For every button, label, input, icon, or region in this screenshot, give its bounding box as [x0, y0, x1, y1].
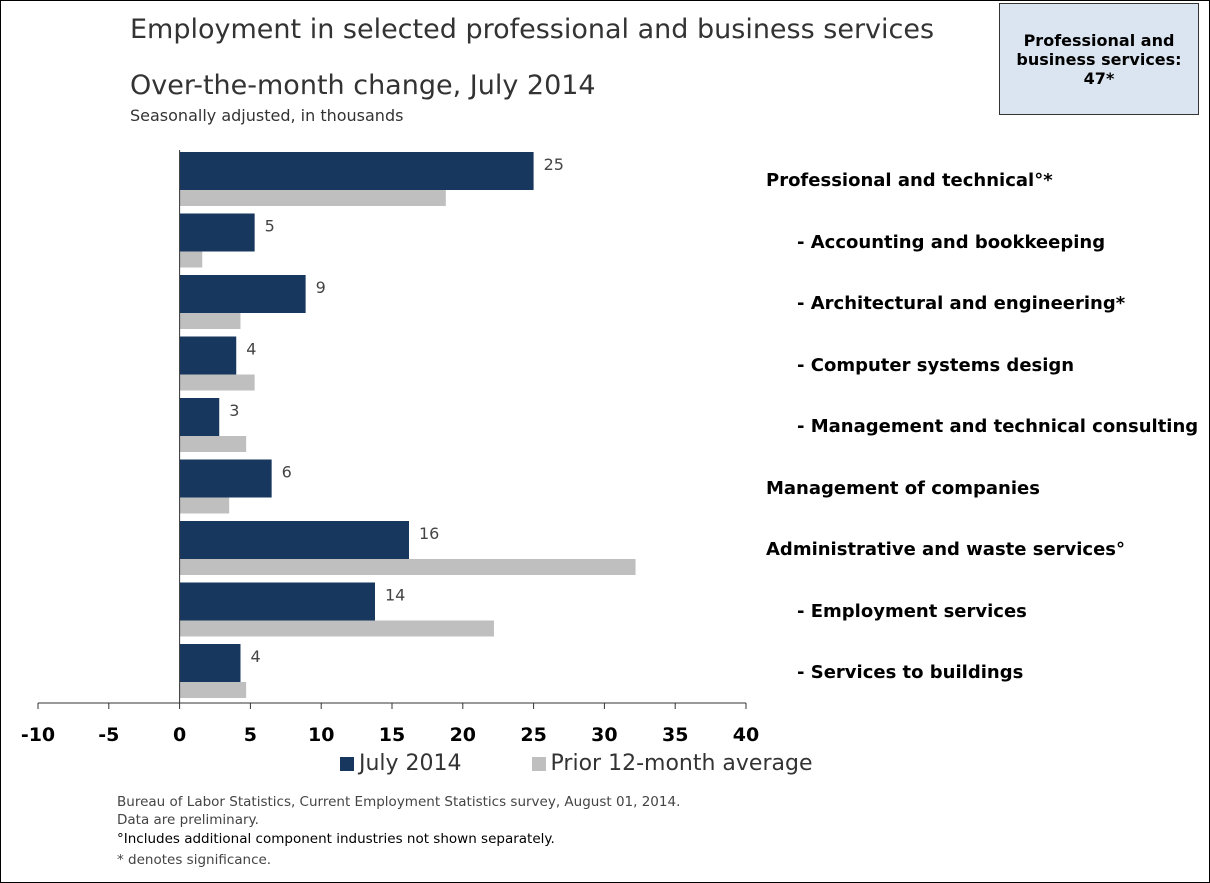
- legend-swatch-july: [340, 756, 354, 771]
- data-label-july-9: 4: [250, 647, 260, 666]
- chart-units-note: Seasonally adjusted, in thousands: [130, 106, 404, 125]
- bar-prior-4: [179, 374, 255, 391]
- data-label-july-2: 5: [265, 217, 275, 236]
- footnote-preliminary: Data are preliminary.: [117, 812, 259, 828]
- data-label-july-6: 6: [282, 463, 292, 482]
- legend-swatch-prior: [531, 756, 546, 771]
- bar-prior-6: [179, 497, 230, 514]
- legend-item-prior: Prior 12-month average: [531, 751, 813, 776]
- bar-july-3: [179, 275, 306, 313]
- bar-july-8: [179, 582, 376, 621]
- data-label-july-8: 14: [385, 586, 405, 605]
- bar-prior-5: [179, 436, 247, 452]
- category-label-7: Administrative and waste services°: [766, 539, 1126, 560]
- footnote-significance: * denotes significance.: [117, 852, 272, 868]
- x-tick-label-4: 5: [244, 724, 257, 746]
- data-label-july-4: 4: [246, 340, 256, 359]
- bar-july-7: [179, 521, 409, 559]
- bar-july-9: [179, 644, 241, 682]
- legend-label-prior: Prior 12-month average: [550, 751, 813, 776]
- bar-july-4: [179, 336, 237, 375]
- legend-item-july: July 2014: [340, 751, 462, 776]
- bar-prior-2: [179, 251, 203, 268]
- bar-prior-9: [179, 682, 247, 698]
- data-label-july-7: 16: [419, 524, 439, 543]
- category-label-5: - Management and technical consulting: [797, 416, 1199, 437]
- legend-label-july: July 2014: [359, 751, 462, 776]
- bar-prior-1: [179, 190, 446, 206]
- category-label-9: - Services to buildings: [797, 662, 1024, 683]
- legend: July 2014 Prior 12-month average: [340, 751, 882, 776]
- x-tick-label-8: 25: [520, 724, 546, 746]
- data-label-july-3: 9: [316, 278, 326, 297]
- bar-july-1: [179, 152, 534, 190]
- x-tick-label-7: 20: [450, 724, 476, 746]
- footnote-components: °Includes additional component industrie…: [117, 831, 555, 847]
- data-label-july-5: 3: [229, 401, 239, 420]
- category-label-2: - Accounting and bookkeeping: [797, 231, 1106, 253]
- category-label-3: - Architectural and engineering*: [797, 293, 1126, 314]
- bar-july-6: [179, 459, 272, 498]
- total-callout-text: Professional and business services: 47*: [1016, 30, 1182, 88]
- x-tick-label-2: -5: [98, 724, 119, 746]
- category-label-1: Professional and technical°*: [766, 170, 1053, 191]
- bar-july-2: [179, 213, 255, 252]
- chart-subtitle: Over-the-month change, July 2014: [130, 70, 596, 101]
- x-tick-label-9: 30: [591, 724, 617, 746]
- x-tick-label-11: 40: [733, 724, 759, 746]
- category-label-8: - Employment services: [797, 600, 1027, 622]
- total-callout: Professional and business services: 47*: [999, 3, 1199, 115]
- bar-prior-3: [179, 313, 241, 329]
- x-tick-label-6: 15: [379, 724, 405, 746]
- x-tick-label-3: 0: [173, 724, 186, 746]
- bar-prior-8: [179, 620, 494, 637]
- chart-title: Employment in selected professional and …: [130, 14, 935, 45]
- x-tick-label-1: -10: [21, 724, 55, 746]
- x-tick-label-5: 10: [308, 724, 334, 746]
- bar-july-5: [179, 398, 220, 436]
- category-label-4: - Computer systems design: [797, 354, 1075, 376]
- data-label-july-1: 25: [544, 155, 564, 174]
- footnote-source: Bureau of Labor Statistics, Current Empl…: [117, 794, 681, 810]
- bar-prior-7: [179, 559, 636, 575]
- x-tick-label-10: 35: [662, 724, 688, 746]
- category-label-6: Management of companies: [766, 477, 1040, 499]
